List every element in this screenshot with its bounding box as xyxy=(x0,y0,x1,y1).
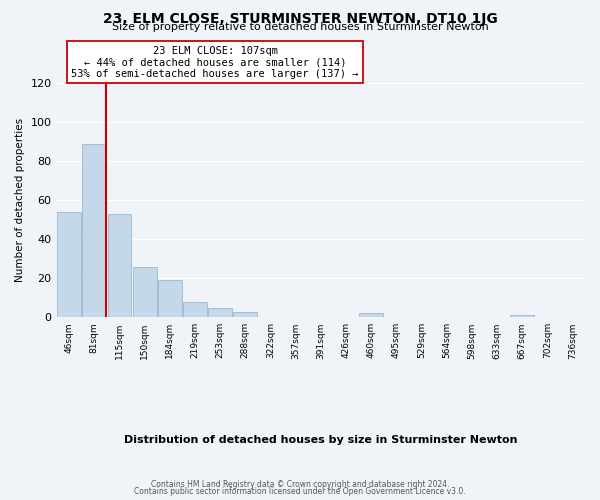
Bar xyxy=(183,302,207,318)
Bar xyxy=(510,316,534,318)
Text: 23, ELM CLOSE, STURMINSTER NEWTON, DT10 1JG: 23, ELM CLOSE, STURMINSTER NEWTON, DT10 … xyxy=(103,12,497,26)
Bar xyxy=(158,280,182,318)
X-axis label: Distribution of detached houses by size in Sturminster Newton: Distribution of detached houses by size … xyxy=(124,435,518,445)
Bar xyxy=(133,266,157,318)
Text: 23 ELM CLOSE: 107sqm
← 44% of detached houses are smaller (114)
53% of semi-deta: 23 ELM CLOSE: 107sqm ← 44% of detached h… xyxy=(71,46,359,78)
Text: Size of property relative to detached houses in Sturminster Newton: Size of property relative to detached ho… xyxy=(112,22,488,32)
Bar xyxy=(82,144,106,318)
Text: Contains public sector information licensed under the Open Government Licence v3: Contains public sector information licen… xyxy=(134,487,466,496)
Text: Contains HM Land Registry data © Crown copyright and database right 2024.: Contains HM Land Registry data © Crown c… xyxy=(151,480,449,489)
Y-axis label: Number of detached properties: Number of detached properties xyxy=(15,118,25,282)
Bar xyxy=(359,314,383,318)
Bar xyxy=(208,308,232,318)
Bar xyxy=(107,214,131,318)
Bar xyxy=(57,212,81,318)
Bar xyxy=(233,312,257,318)
